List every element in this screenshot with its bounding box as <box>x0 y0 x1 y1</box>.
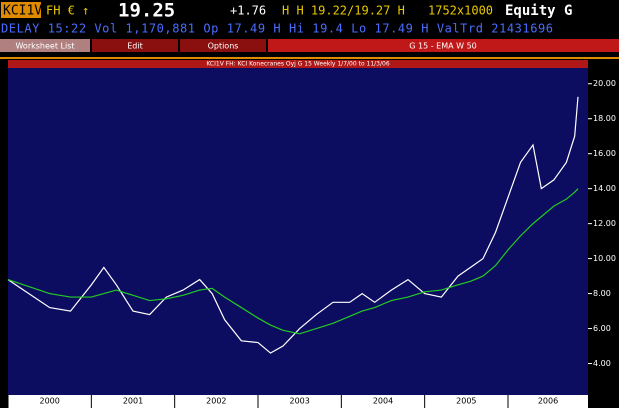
ticker: KCI1V <box>3 4 42 19</box>
x-tick-label: 2005 <box>456 397 476 406</box>
ticker-box <box>1 2 41 18</box>
exchange: FH € ↑ <box>46 4 89 18</box>
x-axis-strip <box>8 395 588 408</box>
y-tick-label: 18.00 <box>593 114 616 123</box>
button[interactable] <box>180 39 266 52</box>
x-tick-label: 2004 <box>373 397 393 406</box>
y-tick-label: 12.00 <box>593 219 616 228</box>
x-tick-label: 2002 <box>206 397 226 406</box>
x-tick-label: 2003 <box>289 397 309 406</box>
x-tick-label: 2000 <box>39 397 59 406</box>
plot-area <box>8 68 588 395</box>
button-label[interactable]: Options <box>208 42 239 51</box>
y-tick-label: 16.00 <box>593 149 616 158</box>
chart-title: KCI1V FH: KCI Konecranes Oyj G 15 Weekly… <box>206 61 390 68</box>
x-tick-label: 2006 <box>538 397 558 406</box>
y-tick-label: 4.00 <box>593 359 611 368</box>
change: +1.76 <box>230 4 266 18</box>
function-label: G 15 - EMA W 50 <box>409 42 477 51</box>
price: 19.25 <box>118 0 175 22</box>
y-tick-label: 10.00 <box>593 254 616 263</box>
y-tick-label: 6.00 <box>593 324 611 333</box>
info-line: DELAY 15:22 Vol 1,170,881 Op 17.49 H Hi … <box>1 22 553 36</box>
quote: H H 19.22/19.27 H <box>282 4 405 18</box>
y-tick-label: 8.00 <box>593 289 611 298</box>
x-tick-label: 2001 <box>123 397 143 406</box>
size: 1752x1000 <box>428 4 493 18</box>
market: Equity G <box>505 3 572 19</box>
button[interactable] <box>0 39 90 52</box>
button-label[interactable]: Worksheet List <box>15 42 74 51</box>
price-line <box>7 188 579 335</box>
price-line <box>7 96 579 354</box>
function-bar <box>268 39 619 52</box>
chart-title-bar <box>8 60 588 68</box>
y-tick-label: 20.00 <box>593 79 616 88</box>
button[interactable] <box>92 39 178 52</box>
y-tick-label: 14.00 <box>593 184 616 193</box>
button-label[interactable]: Edit <box>127 42 143 51</box>
